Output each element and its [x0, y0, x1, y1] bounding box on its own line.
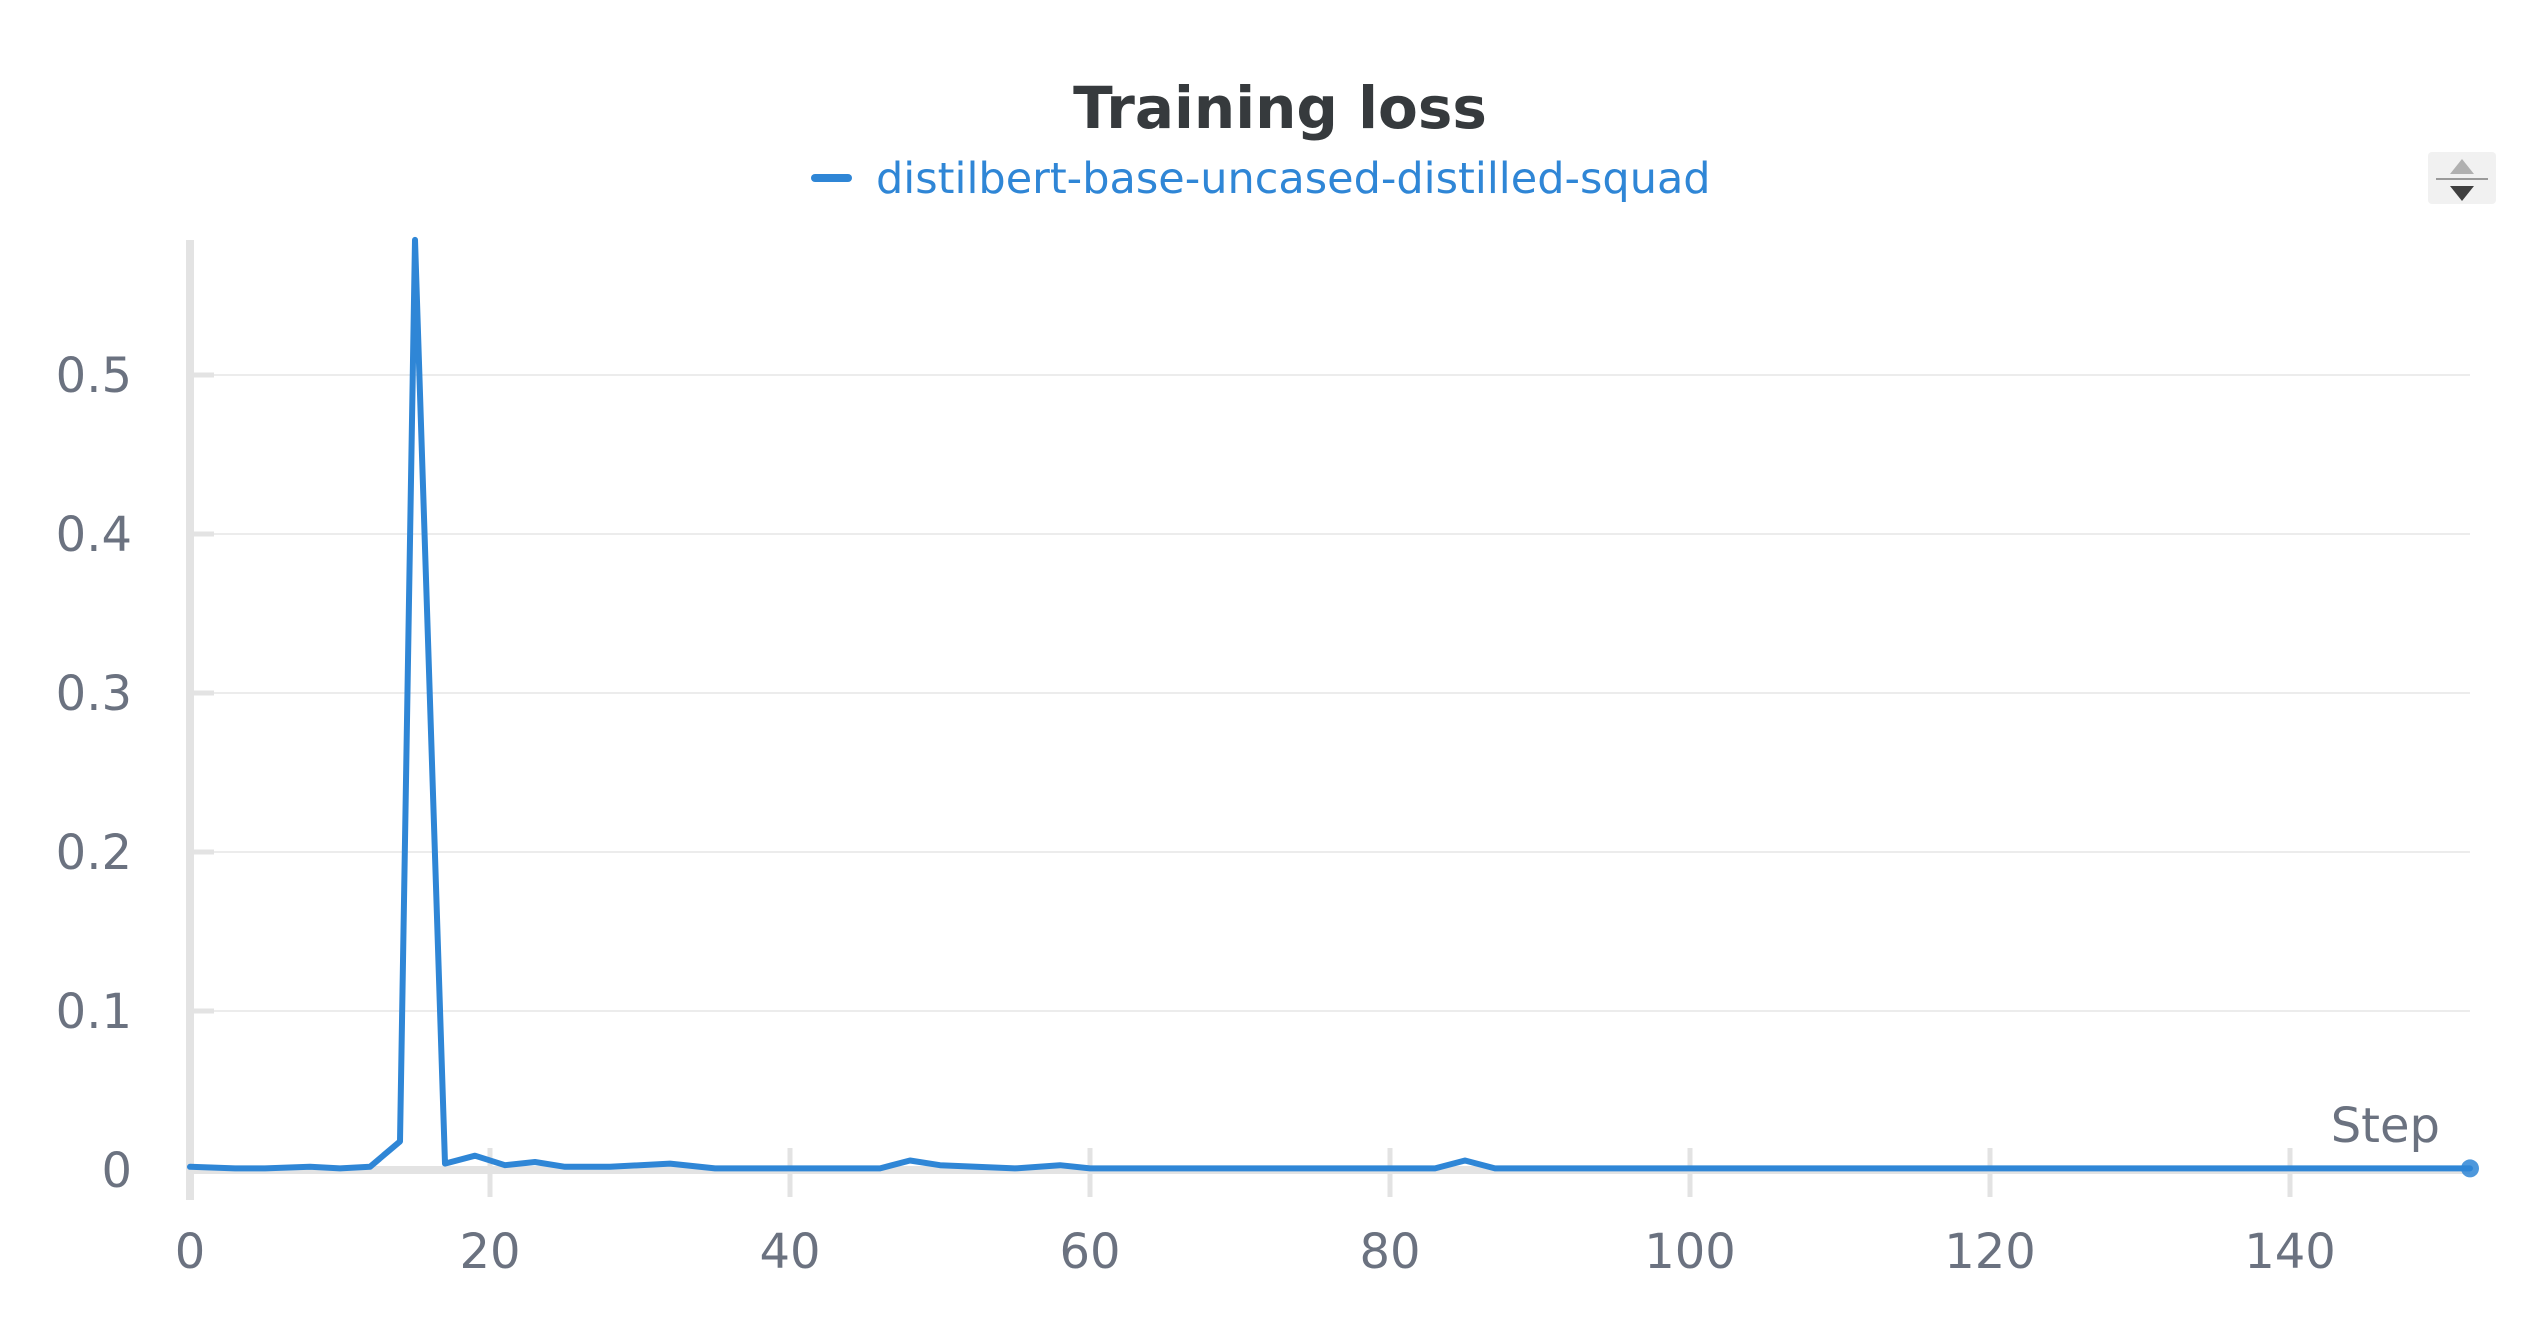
x-tick-label: 100: [1644, 1224, 1736, 1280]
y-tick-label: 0.2: [56, 825, 132, 881]
x-tick-label: 140: [2244, 1224, 2336, 1280]
series-layer: [187, 236, 2479, 1178]
gridlines: [190, 374, 2470, 1012]
y-tick-label: 0.3: [56, 666, 132, 722]
x-axis-label: Step: [2331, 1098, 2440, 1154]
x-tick-label: 40: [759, 1224, 820, 1280]
x-tick-label: 120: [1944, 1224, 2036, 1280]
y-axis: 0 0.1 0.2 0.3 0.4 0.5: [56, 240, 214, 1200]
y-tick-label: 0.1: [56, 984, 132, 1040]
legend[interactable]: distilbert-base-uncased-distilled-squad: [811, 154, 1711, 204]
x-tick-label: 0: [175, 1224, 206, 1280]
chart-title: Training loss: [1073, 74, 1487, 142]
sort-arrows-icon: [2436, 159, 2488, 201]
x-tick-label: 20: [459, 1224, 520, 1280]
series-line[interactable]: [187, 236, 2473, 1172]
sort-control[interactable]: [2428, 152, 2496, 204]
y-tick-label: 0.4: [56, 507, 132, 563]
y-tick-label: 0.5: [56, 348, 132, 404]
x-tick-label: 60: [1059, 1224, 1120, 1280]
series-end-point: [2461, 1159, 2479, 1178]
x-tick-label: 80: [1359, 1224, 1420, 1280]
y-tick-label: 0: [101, 1143, 132, 1199]
legend-series-label: distilbert-base-uncased-distilled-squad: [876, 154, 1711, 204]
